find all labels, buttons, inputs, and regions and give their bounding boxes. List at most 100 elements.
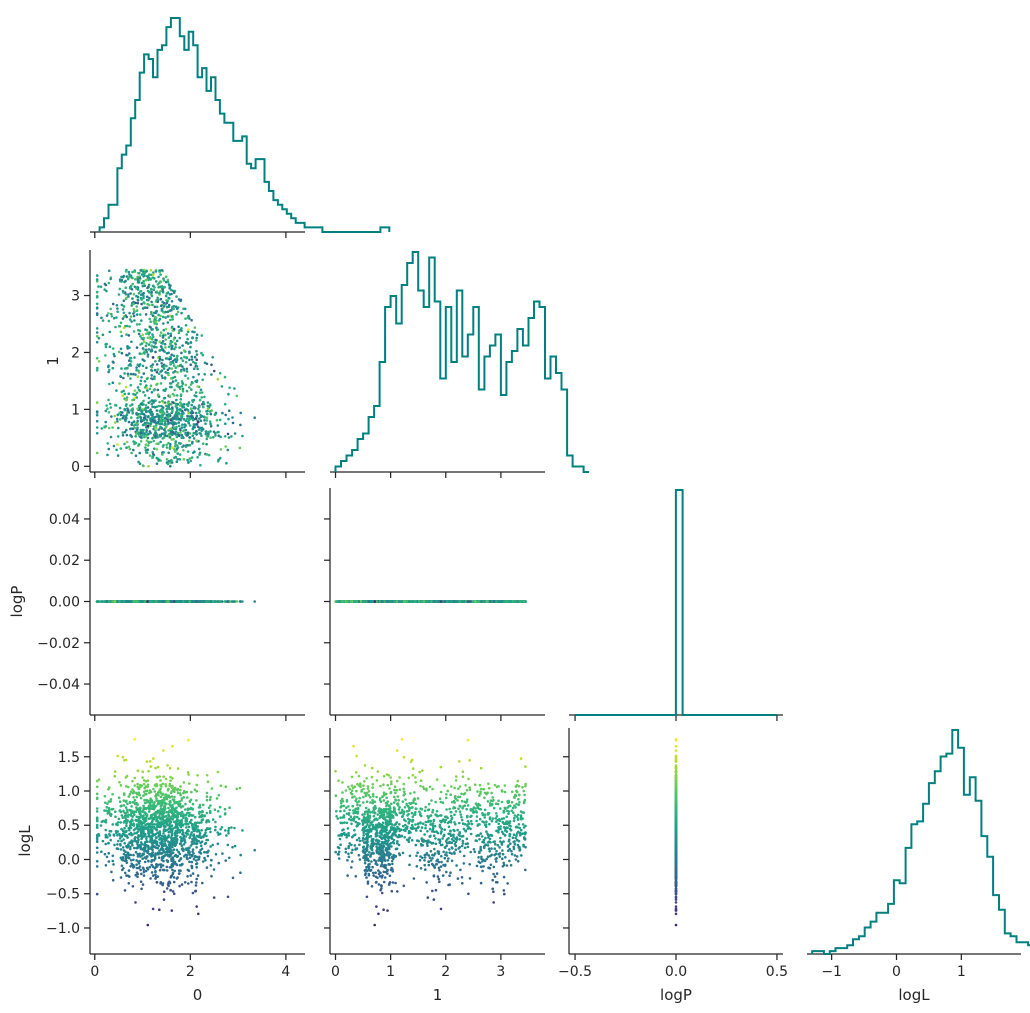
scatter-point: [217, 434, 220, 438]
scatter-point: [125, 324, 129, 328]
panel-logP-vs-0: −0.04−0.020.000.020.04: [37, 488, 305, 721]
scatter-point: [177, 424, 181, 428]
scatter-point: [181, 406, 184, 409]
scatter-point: [169, 459, 172, 463]
scatter-point: [195, 339, 198, 342]
scatter-point: [175, 435, 179, 439]
scatter-point: [239, 411, 242, 415]
scatter-point: [150, 310, 153, 314]
scatter-point: [166, 315, 170, 318]
scatter-point: [165, 413, 169, 417]
scatter-point: [164, 275, 168, 279]
scatter-point: [188, 600, 192, 603]
x-tick-label: 2: [186, 964, 195, 980]
scatter-point: [165, 301, 169, 305]
scatter-point: [154, 316, 158, 320]
scatter-point: [186, 330, 190, 334]
scatter-point: [144, 404, 148, 407]
scatter-point: [111, 302, 115, 306]
scatter-point: [159, 273, 162, 276]
scatter-point: [167, 336, 171, 339]
scatter-point: [203, 373, 206, 376]
scatter-point: [134, 435, 137, 438]
scatter-point: [219, 448, 223, 451]
scatter-point: [111, 347, 115, 350]
scatter-point: [175, 398, 178, 402]
scatter-point: [148, 296, 151, 300]
scatter-point: [221, 411, 224, 415]
scatter-point: [135, 368, 138, 372]
scatter-point: [127, 445, 131, 449]
scatter-point: [162, 279, 166, 282]
scatter-point: [169, 382, 173, 385]
scatter-point: [166, 321, 170, 324]
scatter-point: [148, 600, 152, 603]
scatter-point: [195, 365, 199, 368]
scatter-point: [139, 435, 142, 439]
scatter-point: [116, 454, 120, 457]
scatter-point: [145, 278, 149, 281]
scatter-point: [138, 276, 142, 280]
x-tick-label: 0: [90, 964, 99, 980]
scatter-point: [138, 462, 142, 466]
scatter-point: [154, 424, 158, 427]
scatter-point: [133, 600, 137, 603]
scatter-point: [138, 271, 141, 275]
scatter-point: [185, 403, 189, 406]
scatter-point: [125, 428, 128, 432]
scatter-point: [198, 391, 202, 395]
scatter-point: [214, 412, 217, 416]
scatter-point: [177, 421, 180, 424]
scatter-point: [156, 296, 159, 300]
scatter-point: [196, 425, 200, 429]
scatter-point: [136, 279, 140, 282]
scatter-point: [165, 407, 168, 411]
scatter-point: [135, 366, 138, 369]
scatter-point: [177, 325, 180, 329]
scatter-point: [167, 433, 171, 437]
scatter-point: [156, 368, 160, 371]
scatter-point: [152, 273, 155, 277]
scatter-point: [192, 437, 196, 440]
scatter-point: [185, 333, 188, 336]
panel-logL-vs-0: 0 2 4−1.0−0.50.00.51.01.5: [46, 728, 305, 980]
scatter-point: [209, 424, 213, 428]
scatter-point: [168, 446, 172, 450]
scatter-point: [172, 291, 176, 294]
scatter-point: [191, 381, 194, 385]
scatter-point: [104, 345, 108, 349]
y-tick-label: −0.04: [37, 677, 80, 693]
scatter-point: [151, 314, 155, 318]
scatter-point: [210, 363, 213, 367]
scatter-point: [157, 458, 161, 462]
scatter-point: [121, 411, 124, 414]
scatter-point: [173, 421, 176, 425]
scatter-point: [210, 373, 213, 376]
scatter-point: [204, 422, 207, 426]
scatter-point: [141, 284, 145, 288]
scatter-point: [171, 423, 175, 426]
scatter-point: [142, 372, 146, 375]
scatter-point: [184, 808, 187, 811]
scatter-point: [154, 338, 157, 342]
scatter-point: [95, 411, 99, 414]
scatter-point: [175, 394, 179, 397]
scatter-point: [191, 336, 194, 340]
scatter-point: [121, 431, 125, 434]
scatter-point: [121, 308, 125, 311]
scatter-point: [151, 335, 155, 339]
scatter-point: [119, 375, 122, 378]
scatter-point: [167, 415, 170, 418]
scatter-point: [179, 442, 182, 445]
scatter-point: [135, 391, 139, 395]
scatter-point: [144, 344, 148, 348]
scatter-point: [149, 440, 153, 444]
scatter-point: [167, 373, 170, 377]
scatter-point: [517, 600, 520, 603]
scatter-point: [117, 293, 121, 296]
scatter-point: [140, 268, 143, 272]
scatter-point: [155, 462, 159, 466]
scatter-point: [163, 342, 167, 346]
scatter-point: [145, 306, 149, 310]
